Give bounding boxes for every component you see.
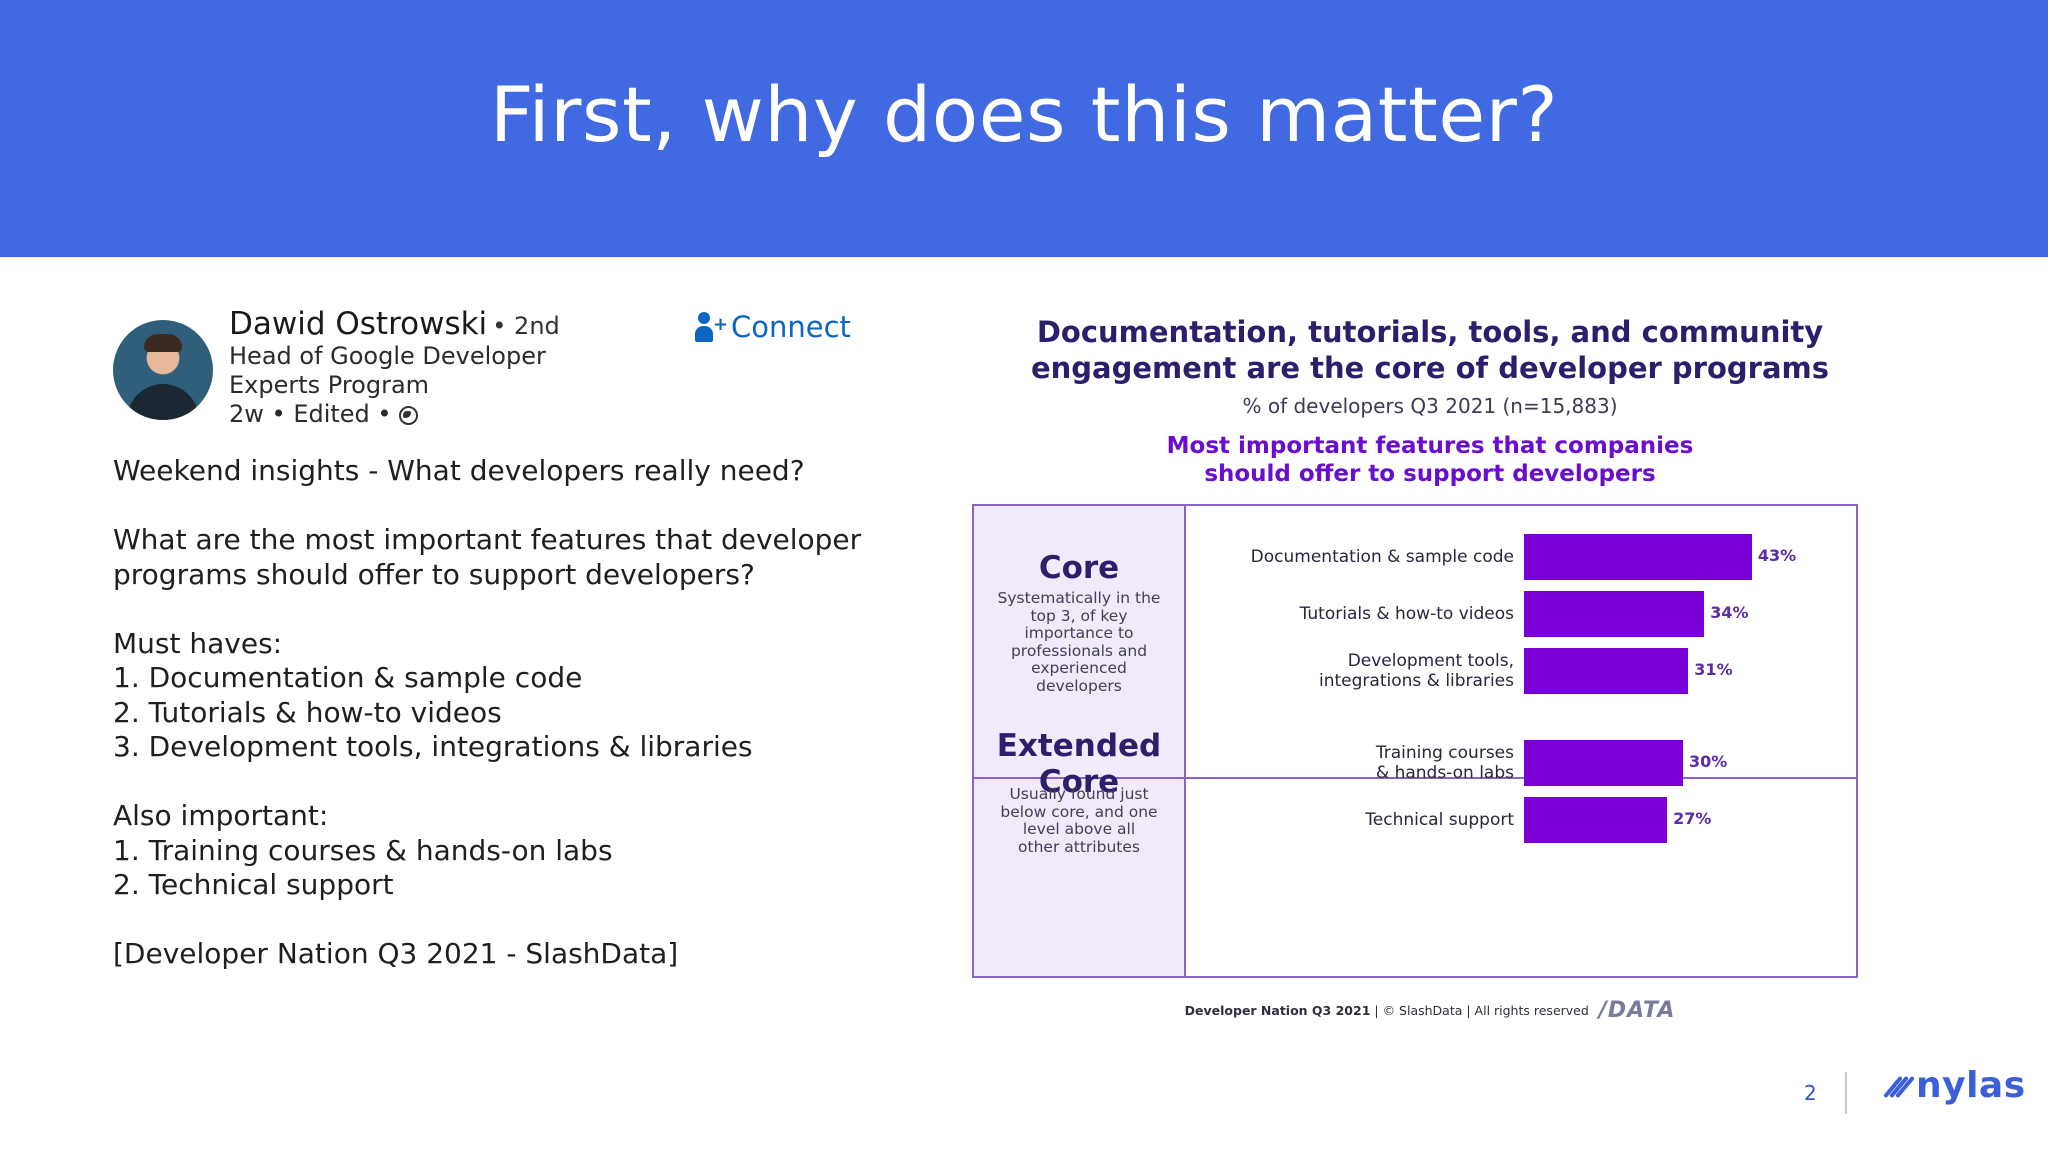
- post-body-line: 1. Documentation & sample code: [113, 661, 583, 694]
- group-name-line: Core: [1038, 550, 1120, 586]
- chart-subhead-line1: Most important features that companies: [1166, 433, 1694, 459]
- post-body-line: 2. Technical support: [113, 868, 394, 901]
- page-number: 2: [1804, 1081, 1817, 1105]
- nylas-logo-icon: [1880, 1071, 1915, 1101]
- slide-header: First, why does this matter?: [0, 0, 2048, 257]
- connection-degree: • 2nd: [492, 312, 560, 340]
- chart-title-line1: Documentation, tutorials, tools, and com…: [1036, 315, 1824, 349]
- post-body-line: [113, 592, 913, 627]
- chart-footer: Developer Nation Q3 2021 | © SlashData |…: [970, 998, 1890, 1023]
- avatar-shirt: [127, 384, 199, 420]
- footer-rights: | © SlashData | All rights reserved: [1370, 1003, 1589, 1018]
- post-body-line: [113, 903, 913, 938]
- bar-chart-card: Documentation, tutorials, tools, and com…: [970, 310, 1890, 1030]
- connect-person-plus-icon: +: [695, 312, 728, 342]
- group-column: [974, 506, 1186, 976]
- post-meta: 2w • Edited •: [229, 400, 560, 429]
- author-headline-1: Head of Google Developer: [229, 342, 546, 370]
- group-divider: [974, 777, 1856, 779]
- post-body-line: 1. Training courses & hands-on labs: [113, 833, 613, 867]
- post-body-line: 2. Tutorials & how-to videos: [113, 695, 502, 729]
- bar-value-label: 43%: [1757, 546, 1797, 565]
- bar-value-label: 27%: [1673, 809, 1712, 828]
- group-description-line: developers: [1036, 676, 1122, 695]
- bar: [1524, 591, 1705, 637]
- bar-label-line: Documentation & sample code: [1250, 547, 1514, 567]
- bar-label-line: Tutorials & how-to videos: [1299, 604, 1514, 624]
- bar-label: Tutorials & how-to videos: [1194, 604, 1514, 624]
- bar-label: Training courses & hands-on labs: [1194, 743, 1514, 783]
- group-description: Usually found just below core, and one lev…: [992, 785, 1166, 856]
- post-body-line: [113, 765, 913, 800]
- post-body-line: [Developer Nation Q3 2021 - SlashData]: [113, 937, 679, 970]
- footer-source: Developer Nation Q3 2021: [1184, 1003, 1371, 1018]
- group-description-line: level above all: [1022, 820, 1136, 838]
- bar-value-label: 34%: [1710, 603, 1749, 622]
- bar-label-line: Development tools,: [1347, 651, 1514, 671]
- connect-label: Connect: [731, 310, 851, 344]
- bar-value-label: 30%: [1689, 752, 1728, 771]
- group-description-line: Systematically in the: [997, 589, 1161, 607]
- author-block: Dawid Ostrowski • 2nd Head of Google Dev…: [229, 306, 560, 429]
- group-description-line: experienced: [1031, 659, 1127, 677]
- bar-label: Development tools, integrations & librari…: [1194, 651, 1514, 691]
- bar: [1524, 740, 1683, 786]
- nylas-logo: nylas: [1880, 1065, 2026, 1106]
- post-body: Weekend insights - What developers reall…: [113, 454, 913, 972]
- group-description-line: below core, and one: [1000, 802, 1158, 821]
- post-body-line: Must haves:: [113, 626, 283, 660]
- chart-plot-box: Core Systematically in the top 3, of key im…: [972, 504, 1858, 978]
- post-body-line: programs should offer to support develop…: [113, 557, 755, 591]
- slashdata-logo: /DATA: [1598, 998, 1676, 1023]
- bar: [1524, 534, 1752, 580]
- author-headline-2: Experts Program: [229, 371, 430, 399]
- group-name: Core: [974, 550, 1184, 586]
- post-meta-text: 2w • Edited •: [229, 400, 392, 428]
- chart-title: Documentation, tutorials, tools, and com…: [970, 314, 1890, 386]
- bar: [1524, 648, 1689, 694]
- post-body-line: 3. Development tools, integrations & lib…: [113, 730, 753, 763]
- bar-label: Technical support: [1194, 810, 1514, 830]
- bar-label-line: Technical support: [1365, 810, 1514, 830]
- bar-label-line: Training courses: [1375, 743, 1514, 763]
- chart-title-line2: engagement are the core of developer pro…: [1030, 351, 1830, 385]
- bar-value-label: 31%: [1694, 660, 1733, 679]
- group-name: Extended Core: [974, 728, 1184, 800]
- bar-label-line: & hands-on labs: [1375, 763, 1514, 783]
- group-description-line: professionals and: [1010, 641, 1148, 660]
- group-name-line: Core: [1038, 764, 1120, 800]
- bar-label-line: integrations & libraries: [1319, 671, 1514, 691]
- group-description-line: importance to: [1024, 624, 1134, 642]
- chart-subtitle: % of developers Q3 2021 (n=15,883): [1242, 394, 1618, 418]
- group-description-line: Usually found just: [1009, 785, 1149, 803]
- post-body-line: Weekend insights - What developers reall…: [113, 454, 805, 487]
- author-name[interactable]: Dawid Ostrowski: [229, 306, 488, 342]
- globe-icon: [399, 406, 419, 425]
- group-description-line: other attributes: [1018, 837, 1140, 856]
- connect-button[interactable]: + Connect: [695, 310, 851, 344]
- bar-label: Documentation & sample code: [1194, 547, 1514, 567]
- chart-subhead: Most important features that companies s…: [970, 432, 1890, 488]
- post-body-line: [113, 489, 913, 524]
- post-body-line: What are the most important features tha…: [113, 523, 862, 556]
- group-name-line: Extended: [996, 728, 1162, 764]
- footer-separator: [1845, 1072, 1847, 1114]
- group-description-line: top 3, of key: [1030, 606, 1128, 625]
- bar: [1524, 797, 1668, 843]
- avatar-hair: [144, 334, 182, 352]
- chart-subhead-line2: should offer to support developers: [1204, 461, 1656, 487]
- post-body-line: Also important:: [113, 799, 329, 832]
- group-description: Systematically in the top 3, of key import…: [992, 589, 1166, 695]
- brand-name: nylas: [1916, 1065, 2026, 1106]
- avatar[interactable]: [113, 320, 213, 420]
- slide-title: First, why does this matter?: [489, 70, 1559, 159]
